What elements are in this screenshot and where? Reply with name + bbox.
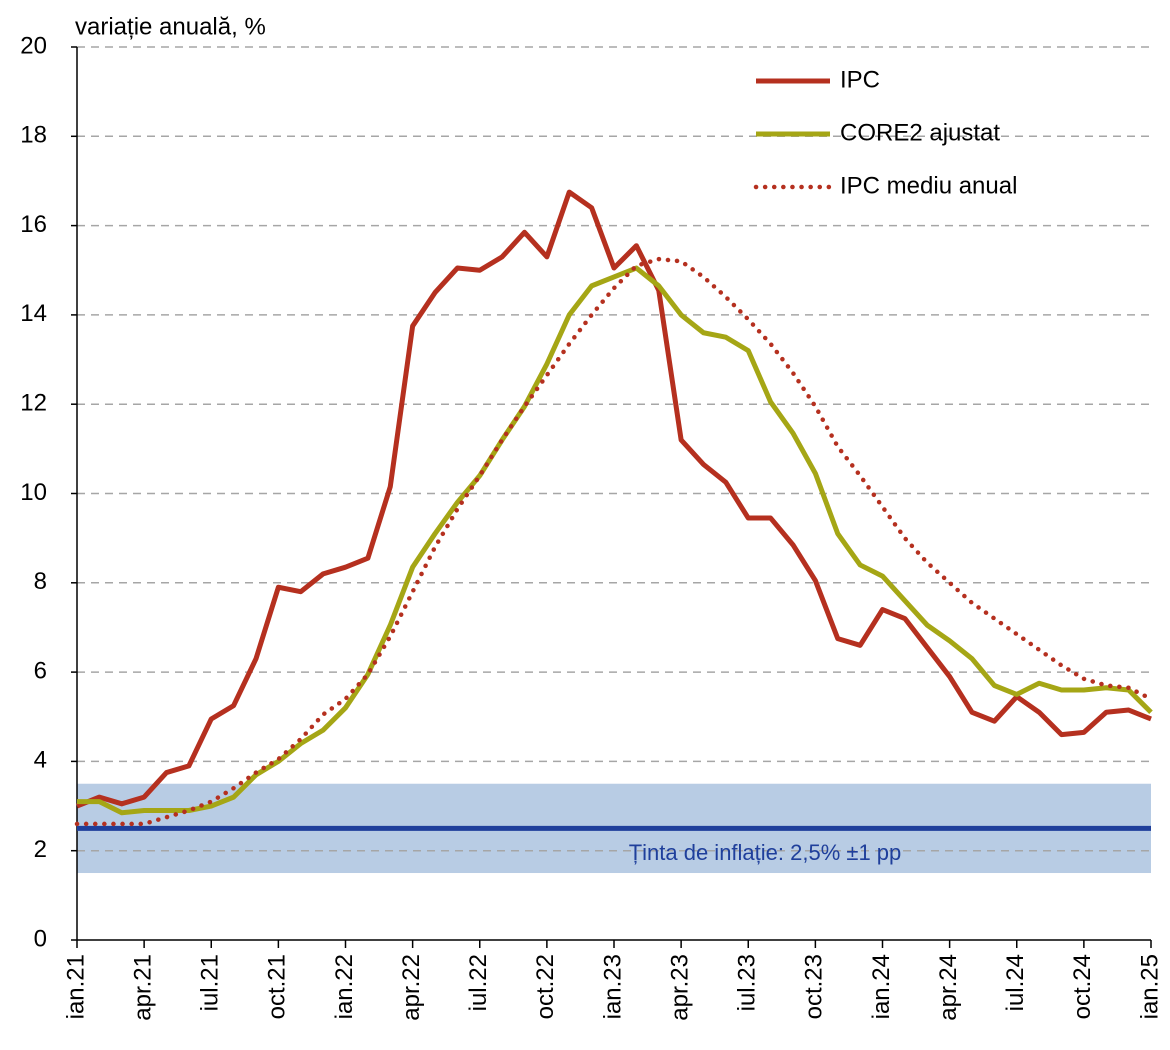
y-tick-label: 20	[20, 32, 47, 59]
x-tick-label: apr.24	[935, 954, 962, 1021]
x-tick-label: iul.22	[465, 954, 492, 1011]
legend-label: CORE2 ajustat	[840, 119, 1000, 146]
series-line	[77, 265, 1153, 816]
y-tick-label: 0	[34, 925, 47, 952]
x-tick-label: ian.22	[331, 954, 358, 1019]
x-tick-label: iul.23	[734, 954, 761, 1011]
x-tick-label: oct.24	[1069, 954, 1096, 1019]
y-tick-label: 14	[20, 300, 47, 327]
x-tick-label: apr.23	[666, 954, 693, 1021]
legend-label: IPC	[840, 66, 880, 93]
series-line	[76, 189, 1152, 809]
y-tick-label: 10	[20, 479, 47, 506]
target-label: Ținta de inflație: 2,5% ±1 pp	[629, 840, 902, 865]
y-tick-label: 18	[20, 122, 47, 149]
x-tick-label: ian.24	[868, 954, 895, 1019]
x-tick-label: oct.22	[532, 954, 559, 1019]
y-tick-label: 8	[34, 568, 47, 595]
x-tick-label: ian.25	[1136, 954, 1163, 1019]
x-tick-label: ian.23	[599, 954, 626, 1019]
y-tick-label: 2	[34, 836, 47, 863]
x-tick-label: ian.21	[62, 954, 89, 1019]
y-axis-label: variație anuală, %	[75, 13, 266, 40]
y-tick-label: 16	[20, 211, 47, 238]
legend-label: IPC mediu anual	[840, 172, 1017, 199]
x-tick-label: apr.22	[398, 954, 425, 1021]
x-tick-label: iul.21	[197, 954, 224, 1011]
y-tick-label: 4	[34, 747, 47, 774]
y-tick-label: 6	[34, 657, 47, 684]
y-tick-label: 12	[20, 390, 47, 417]
x-tick-label: iul.24	[1002, 954, 1029, 1011]
x-tick-label: apr.21	[129, 954, 156, 1021]
x-tick-label: oct.21	[264, 954, 291, 1019]
x-tick-label: oct.23	[801, 954, 828, 1019]
series-line	[74, 256, 1154, 827]
